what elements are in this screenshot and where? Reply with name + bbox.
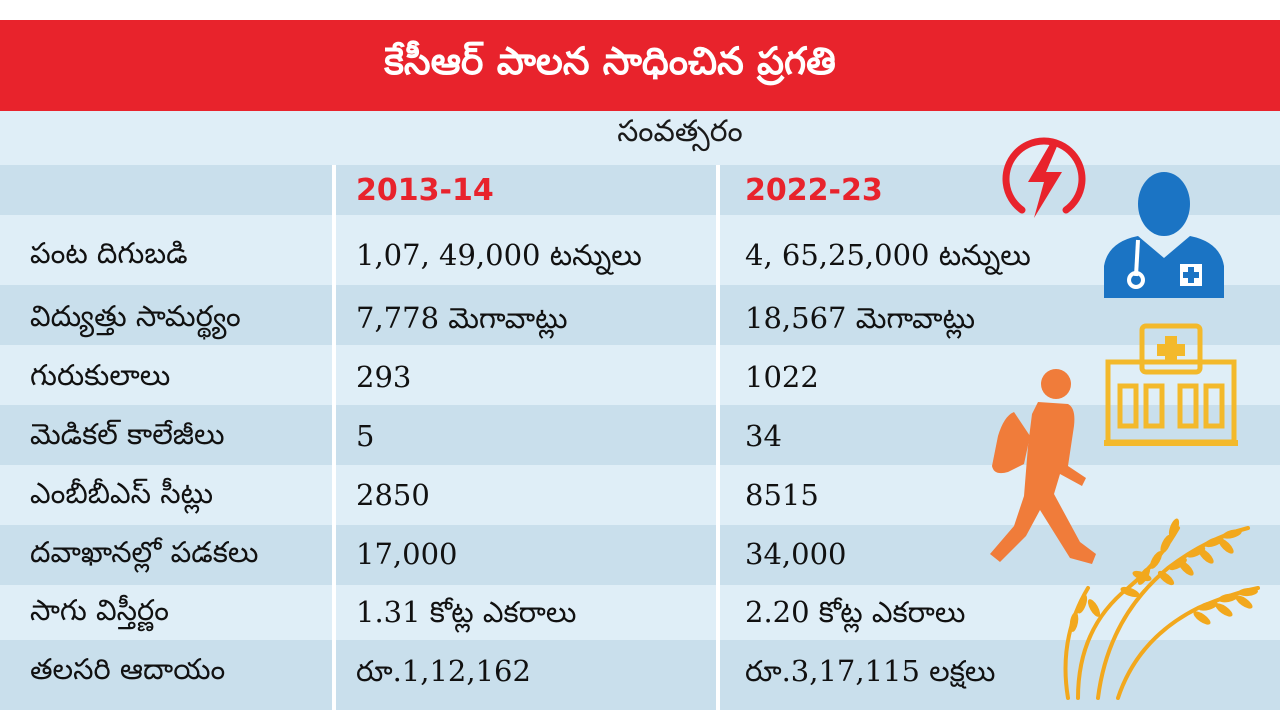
row-band [0, 585, 1280, 640]
value-2013: 7,778 మెగావాట్లు [356, 301, 568, 335]
title-banner: కేసీఆర్ పాలన సాధించిన ప్రగతి [0, 20, 1280, 111]
value-2013: 1.31 కోట్ల ఎకరాలు [356, 595, 577, 629]
value-2013: రూ.1,12,162 [356, 654, 531, 688]
column-divider [716, 165, 720, 710]
column-header-band [0, 165, 1280, 215]
hospital-icon [1104, 323, 1238, 446]
row-label: దవాఖానల్లో పడకలు [30, 535, 259, 569]
row-label: విద్యుత్తు సామర్థ్యం [30, 299, 241, 333]
row-label: ఎంబీబీఎస్ సీట్లు [30, 476, 214, 510]
value-2013: 5 [356, 419, 375, 453]
value-2022: 34 [745, 419, 782, 453]
value-2022: 18,567 మెగావాట్లు [745, 301, 975, 335]
power-icon [1002, 137, 1086, 218]
row-label: తలసరి ఆదాయం [30, 652, 226, 686]
column-header-2022: 2022-23 [745, 173, 883, 208]
row-label: సాగు విస్తీర్ణం [30, 593, 169, 627]
value-2022: రూ.3,17,115 లక్షలు [745, 654, 996, 688]
row-band [0, 215, 1280, 285]
row-label: మెడికల్ కాలేజీలు [30, 417, 225, 451]
value-2013: 293 [356, 360, 412, 394]
value-2022: 4, 65,25,000 టన్నులు [745, 238, 1031, 272]
year-header-band [0, 111, 1280, 165]
row-label: గురుకులాలు [30, 358, 171, 392]
page-title: కేసీఆర్ పాలన సాధించిన ప్రగతి [384, 38, 836, 83]
value-2013: 2850 [356, 478, 430, 512]
column-header-2013: 2013-14 [356, 173, 494, 208]
value-2022: 34,000 [745, 537, 847, 571]
column-divider [332, 165, 336, 710]
row-label: పంట దిగుబడి [30, 236, 188, 270]
year-header-label: సంవత్సరం [617, 114, 743, 149]
doctor-icon [1104, 172, 1224, 298]
year-header: సంవత్సరం [0, 114, 1280, 156]
row-band [0, 285, 1280, 345]
value-2013: 1,07, 49,000 టన్నులు [356, 238, 642, 272]
value-2022: 2.20 కోట్ల ఎకరాలు [745, 595, 966, 629]
value-2013: 17,000 [356, 537, 458, 571]
student-icon [990, 369, 1096, 564]
value-2022: 8515 [745, 478, 819, 512]
paddy-icon [1063, 518, 1260, 700]
value-2022: 1022 [745, 360, 819, 394]
